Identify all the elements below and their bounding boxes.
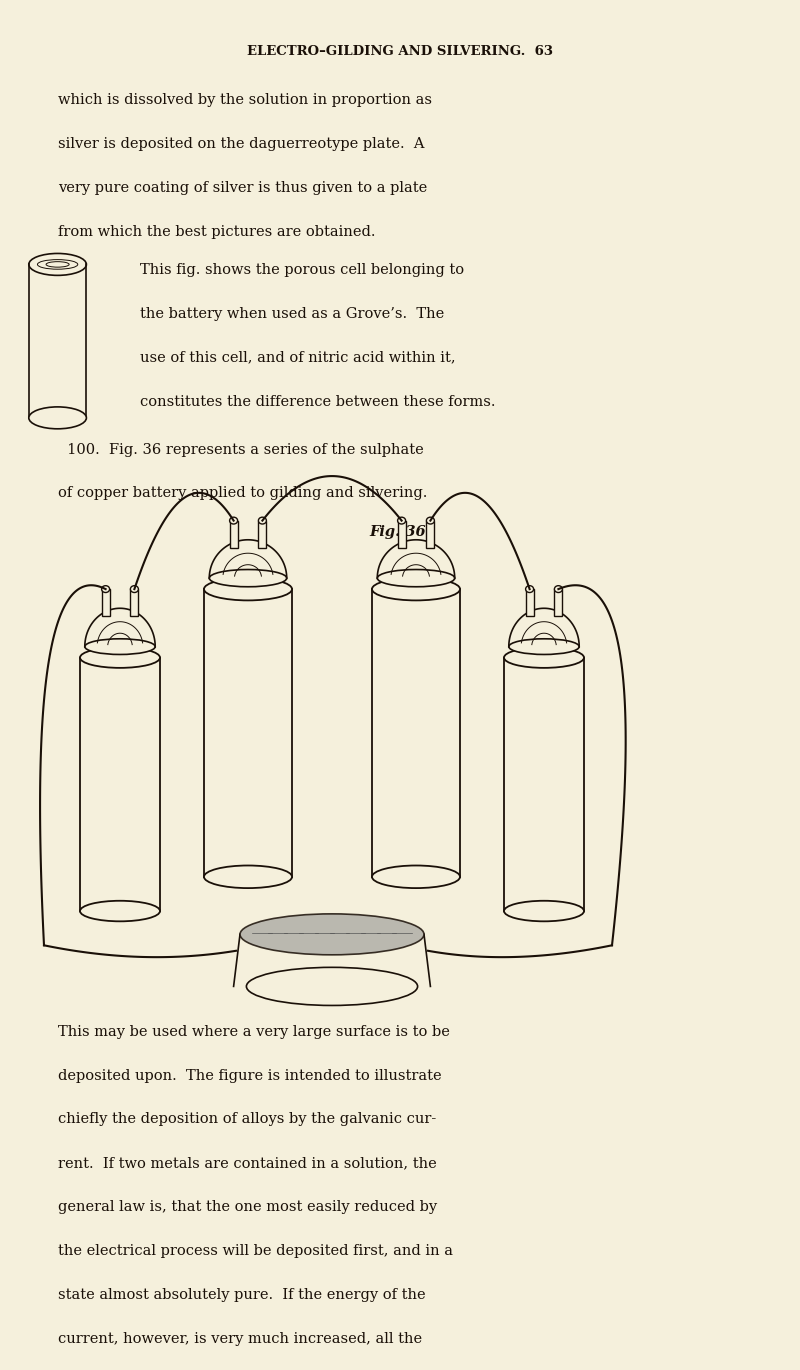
Ellipse shape [426,518,434,525]
Text: ELECTRO–GILDING AND SILVERING.  63: ELECTRO–GILDING AND SILVERING. 63 [247,45,553,58]
Ellipse shape [398,518,406,525]
Polygon shape [554,589,562,616]
Text: rent.  If two metals are contained in a solution, the: rent. If two metals are contained in a s… [58,1156,436,1170]
Ellipse shape [204,866,292,888]
Text: state almost absolutely pure.  If the energy of the: state almost absolutely pure. If the ene… [58,1288,426,1302]
Ellipse shape [378,570,454,586]
Ellipse shape [504,648,584,669]
Text: 100.  Fig. 36 represents a series of the sulphate: 100. Fig. 36 represents a series of the … [58,443,423,456]
Text: Fig. 36.: Fig. 36. [369,525,431,538]
Text: silver is deposited on the daguerreotype plate.  A: silver is deposited on the daguerreotype… [58,137,424,151]
Text: This fig. shows the porous cell belonging to: This fig. shows the porous cell belongin… [140,263,464,277]
Ellipse shape [246,967,418,1006]
Ellipse shape [85,638,155,655]
Polygon shape [130,589,138,616]
Ellipse shape [504,901,584,921]
Ellipse shape [29,253,86,275]
Ellipse shape [204,578,292,600]
Text: general law is, that the one most easily reduced by: general law is, that the one most easily… [58,1200,437,1214]
Text: This may be used where a very large surface is to be: This may be used where a very large surf… [58,1025,450,1038]
Ellipse shape [210,570,286,586]
Ellipse shape [230,518,238,525]
Ellipse shape [554,586,562,592]
Ellipse shape [509,638,579,655]
Polygon shape [230,521,238,548]
Text: use of this cell, and of nitric acid within it,: use of this cell, and of nitric acid wit… [140,351,456,364]
Ellipse shape [240,914,424,955]
Ellipse shape [258,518,266,525]
Ellipse shape [372,866,460,888]
Ellipse shape [29,407,86,429]
Text: very pure coating of silver is thus given to a plate: very pure coating of silver is thus give… [58,181,427,195]
Ellipse shape [80,648,160,669]
Ellipse shape [102,586,110,592]
Text: current, however, is very much increased, all the: current, however, is very much increased… [58,1332,422,1345]
Text: of copper battery applied to gilding and silvering.: of copper battery applied to gilding and… [58,486,427,500]
Polygon shape [258,521,266,548]
Polygon shape [426,521,434,548]
Ellipse shape [372,578,460,600]
Text: deposited upon.  The figure is intended to illustrate: deposited upon. The figure is intended t… [58,1069,442,1082]
Ellipse shape [80,901,160,921]
Polygon shape [102,589,110,616]
Text: from which the best pictures are obtained.: from which the best pictures are obtaine… [58,225,375,238]
Ellipse shape [526,586,534,592]
Ellipse shape [130,586,138,592]
Text: which is dissolved by the solution in proportion as: which is dissolved by the solution in pr… [58,93,432,107]
Text: constitutes the difference between these forms.: constitutes the difference between these… [140,395,495,408]
Text: the electrical process will be deposited first, and in a: the electrical process will be deposited… [58,1244,453,1258]
Text: the battery when used as a Grove’s.  The: the battery when used as a Grove’s. The [140,307,444,321]
Polygon shape [526,589,534,616]
Text: chiefly the deposition of alloys by the galvanic cur-: chiefly the deposition of alloys by the … [58,1112,436,1126]
Polygon shape [398,521,406,548]
